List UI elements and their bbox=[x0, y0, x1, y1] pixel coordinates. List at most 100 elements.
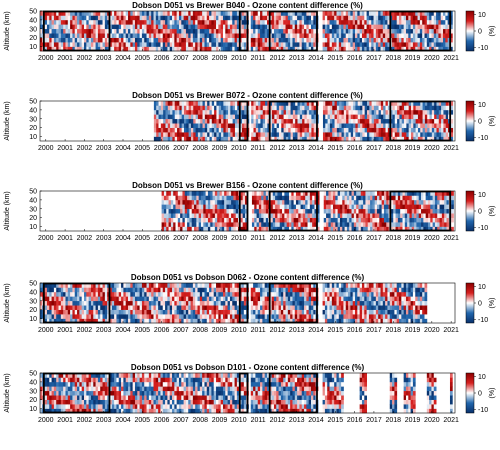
heatmap-cell bbox=[393, 199, 396, 205]
heatmap-cell bbox=[369, 114, 373, 120]
heatmap-cell bbox=[394, 42, 398, 47]
heatmap-cell bbox=[111, 42, 115, 47]
heatmap-cell bbox=[322, 105, 326, 111]
heatmap-cell bbox=[306, 11, 310, 16]
heatmap-cell bbox=[172, 19, 175, 25]
heatmap-cell bbox=[379, 195, 383, 201]
heatmap-cell bbox=[366, 42, 370, 47]
heatmap-cell bbox=[174, 309, 178, 315]
heatmap-cell bbox=[211, 15, 215, 21]
heatmap-cell bbox=[361, 15, 365, 21]
heatmap-cell bbox=[144, 19, 147, 25]
heatmap-cell bbox=[137, 15, 140, 21]
heatmap-cell bbox=[244, 101, 247, 106]
heatmap-cell bbox=[415, 11, 418, 16]
heatmap-cell bbox=[358, 195, 362, 201]
heatmap-cell bbox=[285, 105, 289, 111]
heatmap-cell bbox=[332, 123, 335, 128]
heatmap-cell bbox=[438, 46, 442, 52]
heatmap-cell bbox=[422, 15, 425, 21]
heatmap-cell bbox=[395, 217, 399, 223]
heatmap-cell bbox=[241, 105, 245, 111]
heatmap-cell bbox=[219, 226, 223, 232]
heatmap-cell bbox=[163, 199, 167, 205]
heatmap-cell bbox=[178, 300, 182, 306]
heatmap-cell bbox=[436, 127, 440, 133]
heatmap-cell bbox=[155, 296, 159, 302]
heatmap-cell bbox=[383, 204, 387, 210]
heatmap-cell bbox=[309, 199, 313, 205]
heatmap-cell bbox=[218, 283, 222, 288]
heatmap-cell bbox=[293, 226, 297, 232]
heatmap-cell bbox=[434, 217, 438, 223]
heatmap-cell bbox=[314, 191, 318, 196]
heatmap-cell bbox=[427, 118, 430, 124]
heatmap-cell bbox=[213, 19, 217, 25]
heatmap-cell bbox=[334, 114, 338, 120]
heatmap-cell bbox=[368, 37, 372, 43]
heatmap-cell bbox=[243, 283, 247, 288]
heatmap-cell bbox=[190, 132, 194, 137]
heatmap-cell bbox=[414, 191, 417, 196]
heatmap-cell bbox=[162, 309, 166, 315]
heatmap-cell bbox=[205, 226, 209, 232]
heatmap-cell bbox=[216, 37, 219, 43]
heatmap-cell bbox=[70, 287, 73, 293]
heatmap-cell bbox=[169, 11, 173, 16]
heatmap-cell bbox=[88, 42, 92, 47]
heatmap-cell bbox=[97, 28, 101, 34]
heatmap-cell bbox=[272, 123, 275, 128]
heatmap-cell bbox=[214, 114, 217, 120]
heatmap-cell bbox=[253, 24, 256, 30]
heatmap-cell bbox=[88, 305, 92, 310]
heatmap-cell bbox=[134, 305, 138, 310]
heatmap-cell bbox=[269, 283, 273, 288]
heatmap-cell bbox=[232, 101, 236, 106]
heatmap-cell bbox=[155, 291, 159, 297]
heatmap-cell bbox=[267, 24, 270, 30]
heatmap-cell bbox=[260, 33, 263, 38]
heatmap-cell bbox=[102, 318, 106, 324]
heatmap-cell bbox=[232, 118, 236, 124]
heatmap-cell bbox=[141, 11, 145, 16]
heatmap-cell bbox=[90, 24, 94, 30]
heatmap-cell bbox=[63, 314, 66, 319]
heatmap-cell bbox=[378, 42, 381, 47]
heatmap-cell bbox=[102, 46, 106, 52]
heatmap-cell bbox=[177, 136, 180, 142]
heatmap-cell bbox=[175, 191, 179, 196]
heatmap-cell bbox=[141, 309, 145, 315]
heatmap-cell bbox=[180, 195, 183, 201]
heatmap-cell bbox=[267, 114, 271, 120]
heatmap-cell bbox=[436, 118, 440, 124]
heatmap-cell bbox=[190, 136, 194, 142]
heatmap-cell bbox=[177, 191, 181, 196]
heatmap-cell bbox=[163, 213, 167, 218]
heatmap-cell bbox=[424, 28, 428, 34]
heatmap-cell bbox=[344, 226, 348, 232]
heatmap-cell bbox=[121, 15, 124, 21]
heatmap-cell bbox=[158, 42, 161, 47]
heatmap-cell bbox=[257, 309, 261, 315]
heatmap-cell bbox=[183, 314, 187, 319]
heatmap-cell bbox=[160, 287, 164, 293]
heatmap-cell bbox=[188, 28, 191, 34]
heatmap-cell bbox=[421, 191, 424, 196]
heatmap-cell bbox=[262, 300, 266, 306]
heatmap-cell bbox=[251, 101, 254, 106]
heatmap-cell bbox=[234, 46, 238, 52]
heatmap-cell bbox=[297, 101, 301, 106]
heatmap-cell bbox=[323, 191, 327, 196]
heatmap-cell bbox=[160, 101, 164, 106]
heatmap-cell bbox=[88, 309, 92, 315]
heatmap-cell bbox=[177, 127, 180, 133]
heatmap-cell bbox=[40, 305, 43, 310]
heatmap-cell bbox=[118, 283, 122, 288]
heatmap-cell bbox=[273, 300, 277, 306]
heatmap-cell bbox=[202, 19, 205, 25]
heatmap-cell bbox=[444, 217, 447, 223]
heatmap-cell bbox=[199, 15, 203, 21]
heatmap-cell bbox=[77, 28, 80, 34]
heatmap-cell bbox=[234, 309, 238, 315]
